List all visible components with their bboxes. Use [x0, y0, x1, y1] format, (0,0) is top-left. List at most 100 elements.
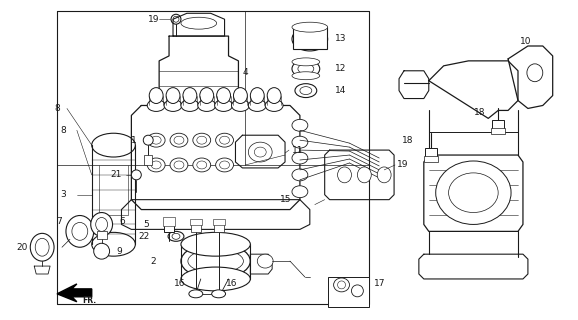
Ellipse shape	[151, 161, 161, 169]
Bar	[492, 120, 504, 130]
Bar	[190, 220, 202, 225]
Text: 8: 8	[54, 104, 60, 113]
Text: 17: 17	[374, 279, 386, 288]
Ellipse shape	[254, 147, 266, 157]
Ellipse shape	[147, 133, 165, 147]
Text: 4: 4	[242, 68, 248, 77]
Ellipse shape	[171, 14, 181, 24]
Ellipse shape	[292, 58, 320, 66]
Ellipse shape	[292, 60, 320, 78]
Text: 1: 1	[131, 136, 136, 145]
Text: 15: 15	[280, 195, 291, 204]
Ellipse shape	[212, 290, 225, 298]
Text: 8: 8	[60, 126, 66, 135]
Ellipse shape	[181, 232, 250, 256]
Text: 10: 10	[520, 36, 532, 45]
Ellipse shape	[181, 267, 250, 291]
Ellipse shape	[449, 173, 498, 212]
Ellipse shape	[172, 233, 180, 239]
Bar	[191, 223, 201, 232]
Ellipse shape	[96, 218, 108, 231]
Ellipse shape	[193, 133, 211, 147]
Bar	[491, 128, 505, 134]
Ellipse shape	[200, 88, 214, 103]
Text: 18: 18	[474, 108, 486, 117]
Bar	[424, 156, 438, 162]
Ellipse shape	[267, 88, 281, 103]
Text: 16: 16	[175, 279, 186, 288]
Text: 14: 14	[335, 86, 346, 95]
Ellipse shape	[94, 243, 110, 259]
Ellipse shape	[92, 133, 135, 157]
Ellipse shape	[292, 72, 320, 80]
Bar	[164, 224, 174, 232]
Ellipse shape	[147, 100, 165, 111]
Bar	[213, 220, 225, 225]
Ellipse shape	[292, 119, 308, 131]
Text: 7: 7	[56, 217, 62, 226]
Ellipse shape	[292, 27, 328, 51]
Ellipse shape	[66, 215, 94, 247]
Ellipse shape	[151, 136, 161, 144]
Bar	[328, 277, 369, 307]
Bar	[425, 148, 437, 158]
Ellipse shape	[220, 136, 229, 144]
Text: 18: 18	[402, 136, 414, 145]
Ellipse shape	[357, 167, 371, 183]
Bar	[99, 165, 128, 214]
Ellipse shape	[377, 167, 391, 183]
Ellipse shape	[249, 100, 266, 111]
Ellipse shape	[250, 88, 264, 103]
Ellipse shape	[234, 88, 247, 103]
Ellipse shape	[232, 100, 249, 111]
Ellipse shape	[181, 243, 250, 279]
Ellipse shape	[292, 22, 328, 32]
Ellipse shape	[338, 167, 351, 183]
Ellipse shape	[91, 212, 113, 236]
Ellipse shape	[173, 16, 179, 22]
Ellipse shape	[197, 136, 207, 144]
Ellipse shape	[300, 87, 312, 95]
Ellipse shape	[298, 64, 314, 74]
Text: 21: 21	[110, 170, 121, 180]
Ellipse shape	[188, 249, 243, 273]
Ellipse shape	[143, 135, 153, 145]
Ellipse shape	[174, 136, 184, 144]
Ellipse shape	[35, 238, 49, 256]
Ellipse shape	[30, 233, 54, 261]
Ellipse shape	[292, 169, 308, 181]
Ellipse shape	[170, 133, 188, 147]
Ellipse shape	[249, 142, 272, 162]
Text: 11: 11	[292, 146, 303, 155]
Text: 6: 6	[120, 217, 125, 226]
Ellipse shape	[351, 285, 364, 297]
Ellipse shape	[216, 133, 234, 147]
Ellipse shape	[292, 186, 308, 198]
Ellipse shape	[298, 32, 322, 46]
Ellipse shape	[292, 136, 308, 148]
Bar	[144, 155, 152, 165]
Text: 2: 2	[150, 257, 156, 266]
Bar	[293, 27, 327, 49]
Ellipse shape	[334, 278, 350, 292]
Ellipse shape	[72, 222, 88, 240]
Ellipse shape	[338, 281, 346, 289]
Ellipse shape	[292, 152, 308, 164]
Ellipse shape	[220, 161, 229, 169]
Ellipse shape	[214, 100, 232, 111]
Ellipse shape	[197, 161, 207, 169]
Ellipse shape	[193, 158, 211, 172]
Ellipse shape	[92, 232, 135, 256]
Ellipse shape	[217, 88, 231, 103]
Ellipse shape	[198, 100, 216, 111]
Bar	[97, 231, 106, 239]
Ellipse shape	[295, 84, 317, 98]
Ellipse shape	[170, 158, 188, 172]
Ellipse shape	[166, 88, 180, 103]
Ellipse shape	[183, 88, 197, 103]
Bar	[163, 218, 175, 227]
Text: 16: 16	[225, 279, 237, 288]
Text: 12: 12	[335, 64, 346, 73]
Ellipse shape	[216, 158, 234, 172]
Text: 19: 19	[147, 15, 159, 24]
